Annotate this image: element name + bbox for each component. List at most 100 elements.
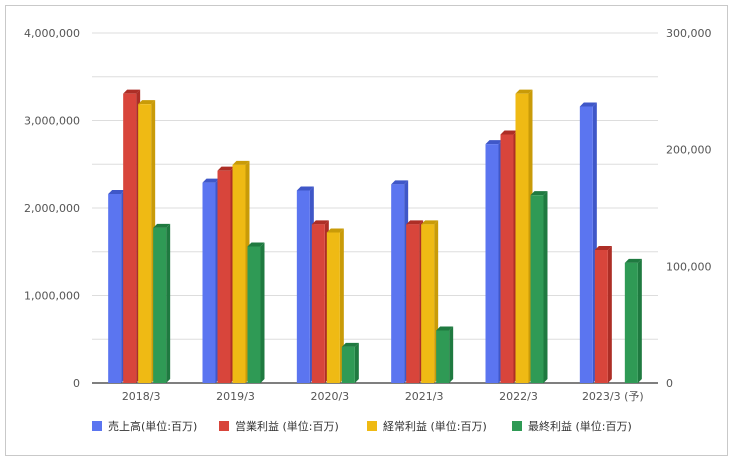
bar-top [153,223,171,228]
bar-2-5 [500,130,518,383]
legend-swatch [512,421,522,431]
bar-front [500,134,514,383]
bar-front [311,224,325,383]
x-tick-label: 2019/3 [216,390,255,403]
bar-front [296,190,310,383]
bar-top [138,100,156,105]
legend-item-2: 営業利益 (単位:百万) [219,419,339,433]
right-tick-label: 200,000 [666,144,712,157]
x-tick-label: 2020/3 [310,390,349,403]
bar-top [108,190,126,194]
bar-4-4 [436,326,454,383]
legend-item-3: 経常利益 (単位:百万) [367,419,487,433]
bar-front [138,104,152,384]
bar-2-2 [217,166,235,383]
bar-front [217,170,231,383]
bar-2-3 [311,220,329,383]
x-axis-ticks: 2018/3 2019/3 2020/3 2021/3 2022/3 2023/3 (予) [122,390,644,403]
left-tick-label: 2,000,000 [24,202,80,215]
bar-chart: 0 1,000,000 2,000,000 3,000,000 4,000,000 0 1… [24,27,712,433]
legend-label: 営業利益 (単位:百万) [235,419,339,433]
bar-front [530,195,544,383]
legend-item-4: 最終利益 (単位:百万) [512,419,632,433]
bar-front [123,93,137,384]
bar-top [391,180,409,185]
bar-side [339,228,344,383]
bar-3-3 [326,228,344,383]
left-axis-ticks: 0 1,000,000 2,000,000 3,000,000 4,000,000 [24,27,80,390]
bar-top [217,166,235,171]
bar-top [341,342,359,347]
bar-side [607,246,612,383]
right-tick-label: 300,000 [666,27,712,40]
bar-top [202,178,220,183]
bar-front [391,184,405,383]
bar-1-2 [202,178,220,383]
bar-front [624,262,638,383]
bar-front [341,346,355,383]
chart-frame: 0 1,000,000 2,000,000 3,000,000 4,000,000 0 1… [5,5,728,456]
bar-front [406,224,420,383]
bar-side [637,258,642,383]
bar-top [311,220,329,225]
legend-label: 経常利益 (単位:百万) [383,419,487,433]
bar-1-1 [108,190,126,383]
bar-3-2 [232,160,250,383]
bar-front [247,246,261,383]
bar-top [406,220,424,225]
bar-side [354,342,359,383]
bar-top [624,258,642,263]
bar-front [421,224,435,383]
right-axis-ticks: 0 100,000 200,000 300,000 [666,27,712,390]
bar-front [326,232,340,383]
legend-swatch [367,421,377,431]
left-tick-label: 4,000,000 [24,27,80,40]
bar-top [485,140,503,145]
x-tick-label: 2022/3 [499,390,538,403]
bar-front [579,106,593,383]
bar-side [543,191,548,383]
x-tick-label: 2023/3 (予) [582,390,644,403]
legend-label: 売上高(単位:百万) [108,419,197,433]
bar-4-6 [624,258,642,383]
bar-top [515,89,533,94]
x-tick-label: 2018/3 [122,390,161,403]
bar-top [530,191,548,196]
bar-top [594,246,612,250]
bar-front [594,250,608,383]
legend-label: 最終利益 (単位:百万) [528,419,632,433]
left-tick-label: 3,000,000 [24,115,80,128]
bar-side [260,242,265,383]
bar-4-3 [341,342,359,383]
bar-top [123,89,141,94]
legend-item-1: 売上高(単位:百万) [92,419,197,433]
bar-top [579,102,597,107]
bar-front [108,194,122,383]
right-tick-label: 0 [666,377,673,390]
bar-front [436,330,450,383]
bar-4-2 [247,242,265,383]
bar-top [296,186,314,191]
bar-1-5 [485,140,503,383]
legend-swatch [92,421,102,431]
bar-top [326,228,344,233]
bar-4-5 [530,191,548,383]
left-tick-label: 1,000,000 [24,290,80,303]
bar-3-1 [138,100,156,384]
bar-3-4 [421,220,439,383]
bar-front [485,144,499,383]
bar-1-4 [391,180,409,383]
bar-2-4 [406,220,424,383]
bar-front [515,93,529,384]
bar-1-6 [579,102,597,383]
bar-side [449,326,454,383]
bar-2-6 [594,246,612,383]
bar-1-3 [296,186,314,383]
bar-4-1 [153,223,171,383]
bar-2-1 [123,89,141,384]
bar-front [202,182,216,383]
bar-3-5 [515,89,533,384]
bar-front [232,164,246,383]
x-tick-label: 2021/3 [405,390,444,403]
left-tick-label: 0 [73,377,80,390]
